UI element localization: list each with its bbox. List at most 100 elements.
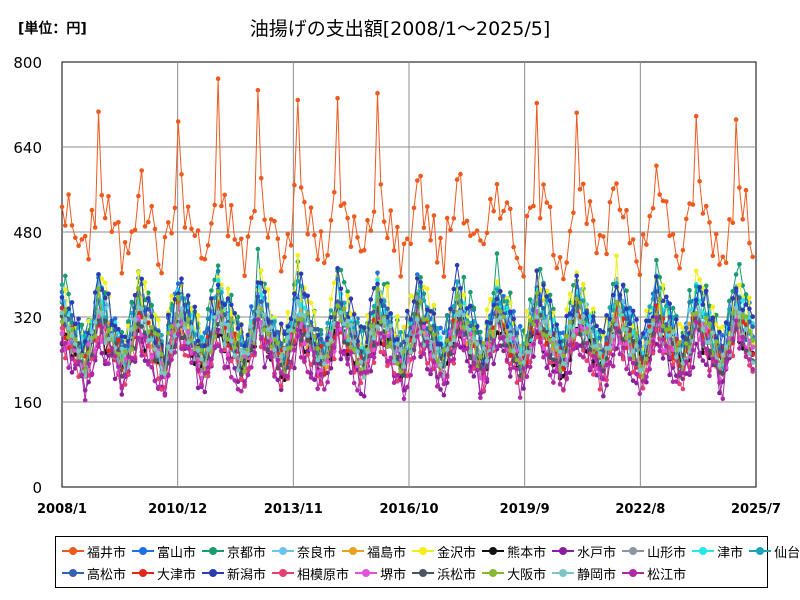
data-point [351,339,357,345]
data-point [657,192,662,197]
data-point [202,343,208,349]
data-point [388,208,394,213]
data-point [737,282,742,288]
data-point [468,350,473,355]
data-point [365,349,370,355]
data-point [109,345,115,351]
data-point [594,250,599,256]
data-point [322,387,327,392]
data-point [63,287,68,292]
data-point [255,246,261,252]
data-point [717,390,722,396]
data-point [371,336,377,341]
data-point [511,348,516,354]
data-point [591,353,596,359]
data-point [713,359,719,365]
data-point [162,235,168,240]
data-point [415,317,420,323]
data-point [587,199,593,204]
data-point [594,358,599,363]
data-point [408,372,414,378]
legend-label: 津市 [717,545,744,561]
data-point [265,331,271,336]
data-point [59,330,65,336]
data-point [96,272,101,277]
data-point [431,302,437,308]
legend-marker-icon [272,568,295,578]
data-point [521,274,526,279]
data-point [275,377,281,383]
data-point [179,276,184,282]
data-point [222,365,227,371]
data-point [139,306,144,312]
data-point [136,193,141,199]
data-point [438,335,443,340]
data-point [355,320,360,325]
data-point [674,336,679,342]
data-point [132,356,138,362]
data-point [674,253,679,259]
data-point [737,185,742,190]
data-point [73,321,78,327]
data-point [278,384,284,389]
data-point [461,292,467,298]
data-point [640,331,646,336]
data-point [614,281,619,286]
data-point [142,318,148,323]
data-point [541,306,546,311]
data-point [597,366,603,372]
data-point [375,277,380,283]
data-point [551,336,556,342]
data-point [245,234,251,239]
data-point [564,307,569,312]
data-point [79,372,85,378]
legend-label: 大津市 [157,567,197,583]
data-point [149,365,154,370]
data-point [488,296,493,302]
legend-label: 福井市 [87,545,127,561]
data-point [139,324,144,329]
data-point [438,235,443,241]
data-point [225,233,231,239]
data-point [567,342,573,348]
data-point [395,224,400,230]
unit-label: [単位：円] [18,21,87,37]
line-chart: 0 160 320 480 640 800 2008/1 2010/12 2013/11 2016… [13,54,781,517]
data-point [491,208,497,214]
data-point [614,346,619,351]
data-point [624,207,629,213]
data-point [169,305,174,311]
data-point [740,298,745,303]
data-point [278,321,284,327]
data-point [614,300,619,305]
y-tick-label: 800 [13,54,42,72]
data-point [59,348,65,354]
data-point [478,354,483,360]
legend-marker-icon [749,546,772,556]
data-point [325,379,330,385]
data-point [146,219,151,225]
data-point [265,339,271,344]
data-point [458,345,463,350]
data-point [391,358,397,364]
data-point [617,351,623,357]
legend-row: 福井市 富山市 京都市 奈良市 福島市 金沢市 熊本市 水戸市 山形市 津市 仙台市 [62,540,800,562]
data-point [564,333,569,339]
data-point [630,308,636,314]
data-point [454,279,460,284]
data-point [670,232,676,237]
data-point [229,292,234,298]
data-point [132,317,138,322]
data-point [388,330,394,336]
data-point [614,253,619,259]
data-point [308,327,314,332]
data-point [508,309,513,315]
data-point [169,324,174,329]
data-point [205,243,211,248]
data-point [361,375,367,380]
data-point [312,309,317,315]
data-point [76,325,81,330]
data-point [614,181,619,186]
data-point [607,200,613,205]
data-point [743,327,749,332]
